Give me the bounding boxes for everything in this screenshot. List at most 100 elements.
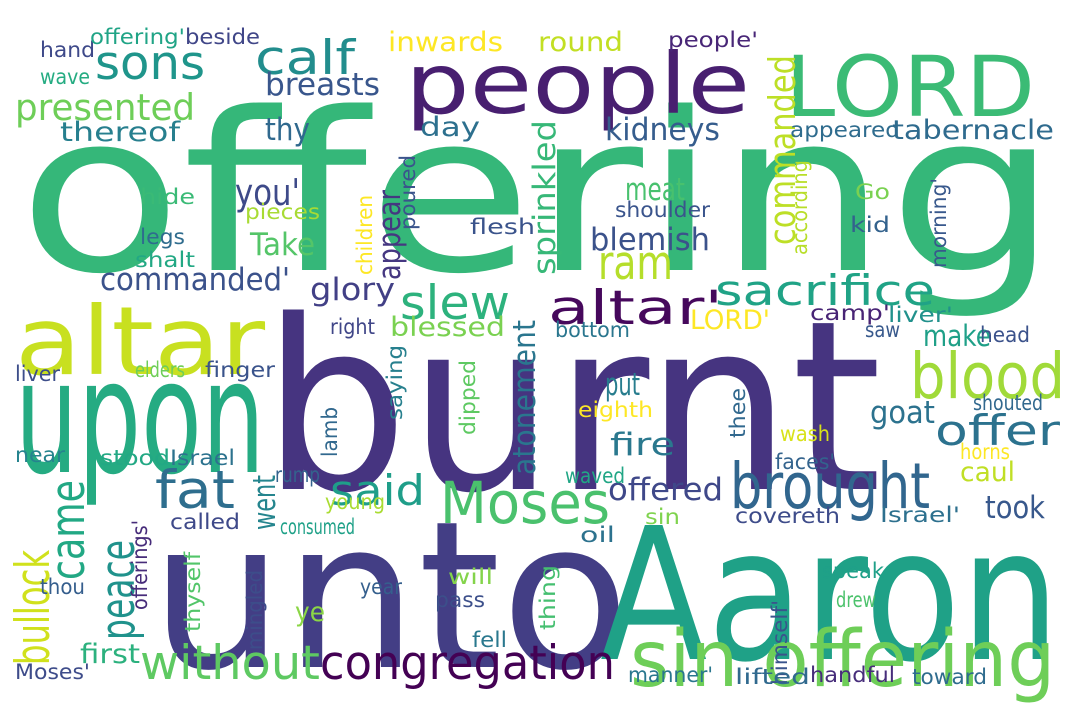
word-according: according xyxy=(788,160,812,255)
word-inwards: inwards xyxy=(388,28,504,58)
word-kid: kid xyxy=(850,213,891,237)
word-waved: waved xyxy=(565,464,626,488)
word-shoulder: shoulder xyxy=(615,198,711,222)
word-poured: poured xyxy=(396,154,420,230)
word-atonement: atonement xyxy=(507,319,543,475)
word-upon: upon xyxy=(15,327,265,510)
word-drew: drew xyxy=(836,588,876,612)
word-pass: pass xyxy=(435,588,486,612)
word-lifted: lifted xyxy=(735,665,810,689)
word-shalt: shalt xyxy=(135,248,195,272)
word-beside: beside xyxy=(185,25,261,49)
word-blemish: blemish xyxy=(590,222,710,258)
word-covereth: covereth xyxy=(735,504,841,528)
word-eighth: eighth xyxy=(578,398,653,422)
word-presented: presented xyxy=(15,86,196,129)
word-wave: wave xyxy=(40,65,91,89)
word-take: Take xyxy=(250,227,316,263)
word-slew: slew xyxy=(400,276,511,331)
word-called: called xyxy=(170,510,241,534)
word-head: head xyxy=(980,323,1031,347)
word-rump: rump xyxy=(275,463,320,487)
word-moses: Moses xyxy=(440,469,611,537)
word-year: year xyxy=(360,575,402,599)
word-camp-apos: camp' xyxy=(810,301,890,325)
word-offering: offering xyxy=(18,66,1059,323)
word-thereof: thereof xyxy=(60,118,181,148)
word-calf: calf xyxy=(255,31,356,86)
word-israel: Israel xyxy=(170,446,236,470)
word-bullock: bullock xyxy=(6,549,61,665)
word-sin-offering: sin offering xyxy=(630,613,1056,705)
word-saying: saying xyxy=(383,344,407,420)
word-brought: brought xyxy=(730,450,931,523)
word-sons: sons xyxy=(95,36,206,91)
word-said: said xyxy=(330,466,425,515)
word-morning-apos: morning' xyxy=(927,178,951,268)
word-hide: hide xyxy=(140,185,196,209)
word-hand: hand xyxy=(40,38,95,62)
word-ye: ye xyxy=(295,598,326,628)
word-altar-apos: altar' xyxy=(548,281,724,336)
word-altar: altar xyxy=(15,287,266,397)
word-thy: thy xyxy=(265,112,311,148)
word-finger: finger xyxy=(205,358,276,382)
word-go: Go xyxy=(855,180,891,204)
word-offering-apos: offering' xyxy=(90,25,185,49)
word-round: round xyxy=(538,28,623,58)
word-dipped: dipped xyxy=(456,359,480,435)
word-liver: liver xyxy=(15,362,61,386)
word-flesh: flesh xyxy=(470,215,536,239)
word-wash: wash xyxy=(780,422,831,446)
word-fire: fire xyxy=(610,427,676,463)
word-near: near xyxy=(15,443,66,467)
word-first: first xyxy=(80,640,141,670)
word-moses-apos: Moses' xyxy=(15,660,90,684)
word-horns: horns xyxy=(960,440,1011,464)
word-blood: blood xyxy=(910,340,1066,413)
word-lamb: lamb xyxy=(318,406,342,457)
word-fat: fat xyxy=(155,460,236,521)
word-right: right xyxy=(330,315,376,339)
word-offer: offer xyxy=(935,406,1061,455)
word-commanded-apos: commanded' xyxy=(100,262,291,298)
word-appeared: appeared xyxy=(790,118,901,142)
word-pieces: pieces xyxy=(245,200,320,224)
word-kidneys: kidneys xyxy=(605,112,720,148)
word-thyself: thyself xyxy=(181,551,205,632)
word-lord-apos: LORD' xyxy=(690,306,771,336)
word-day: day xyxy=(420,113,481,143)
word-young: young xyxy=(325,490,386,514)
word-fell: fell xyxy=(472,628,507,652)
word-shouted: shouted xyxy=(973,391,1044,415)
word-make: make xyxy=(923,319,991,353)
word-oil: oil xyxy=(580,523,616,547)
word-without: without xyxy=(140,636,320,691)
word-elders: elders xyxy=(135,358,185,382)
word-aaron: Aaron xyxy=(600,489,1061,703)
word-bottom: bottom xyxy=(555,318,630,342)
word-people: people xyxy=(405,35,751,133)
word-took: took xyxy=(985,490,1046,526)
word-goat: goat xyxy=(870,395,935,431)
word-ram: ram xyxy=(598,236,673,291)
word-sacrifice: sacrifice xyxy=(715,266,936,315)
word-glory: glory xyxy=(310,272,396,308)
word-breasts: breasts xyxy=(265,67,380,103)
word-offered: offered xyxy=(608,472,724,508)
word-manner-apos: manner' xyxy=(628,663,714,687)
word-lord: LORD xyxy=(785,38,1035,136)
word-thing: thing xyxy=(536,565,560,630)
word-speak: speak xyxy=(822,559,884,583)
word-meat: meat xyxy=(625,172,685,208)
word-legs: legs xyxy=(140,225,186,249)
word-blessed: blessed xyxy=(390,313,506,343)
word-put: put xyxy=(605,367,640,403)
word-sprinkled: sprinkled xyxy=(527,120,563,275)
word-thou: thou xyxy=(40,575,85,599)
word-faces-apos: faces' xyxy=(775,450,836,474)
word-caul: caul xyxy=(960,458,1015,488)
word-saw: saw xyxy=(865,318,901,342)
word-thee: thee xyxy=(726,388,750,438)
